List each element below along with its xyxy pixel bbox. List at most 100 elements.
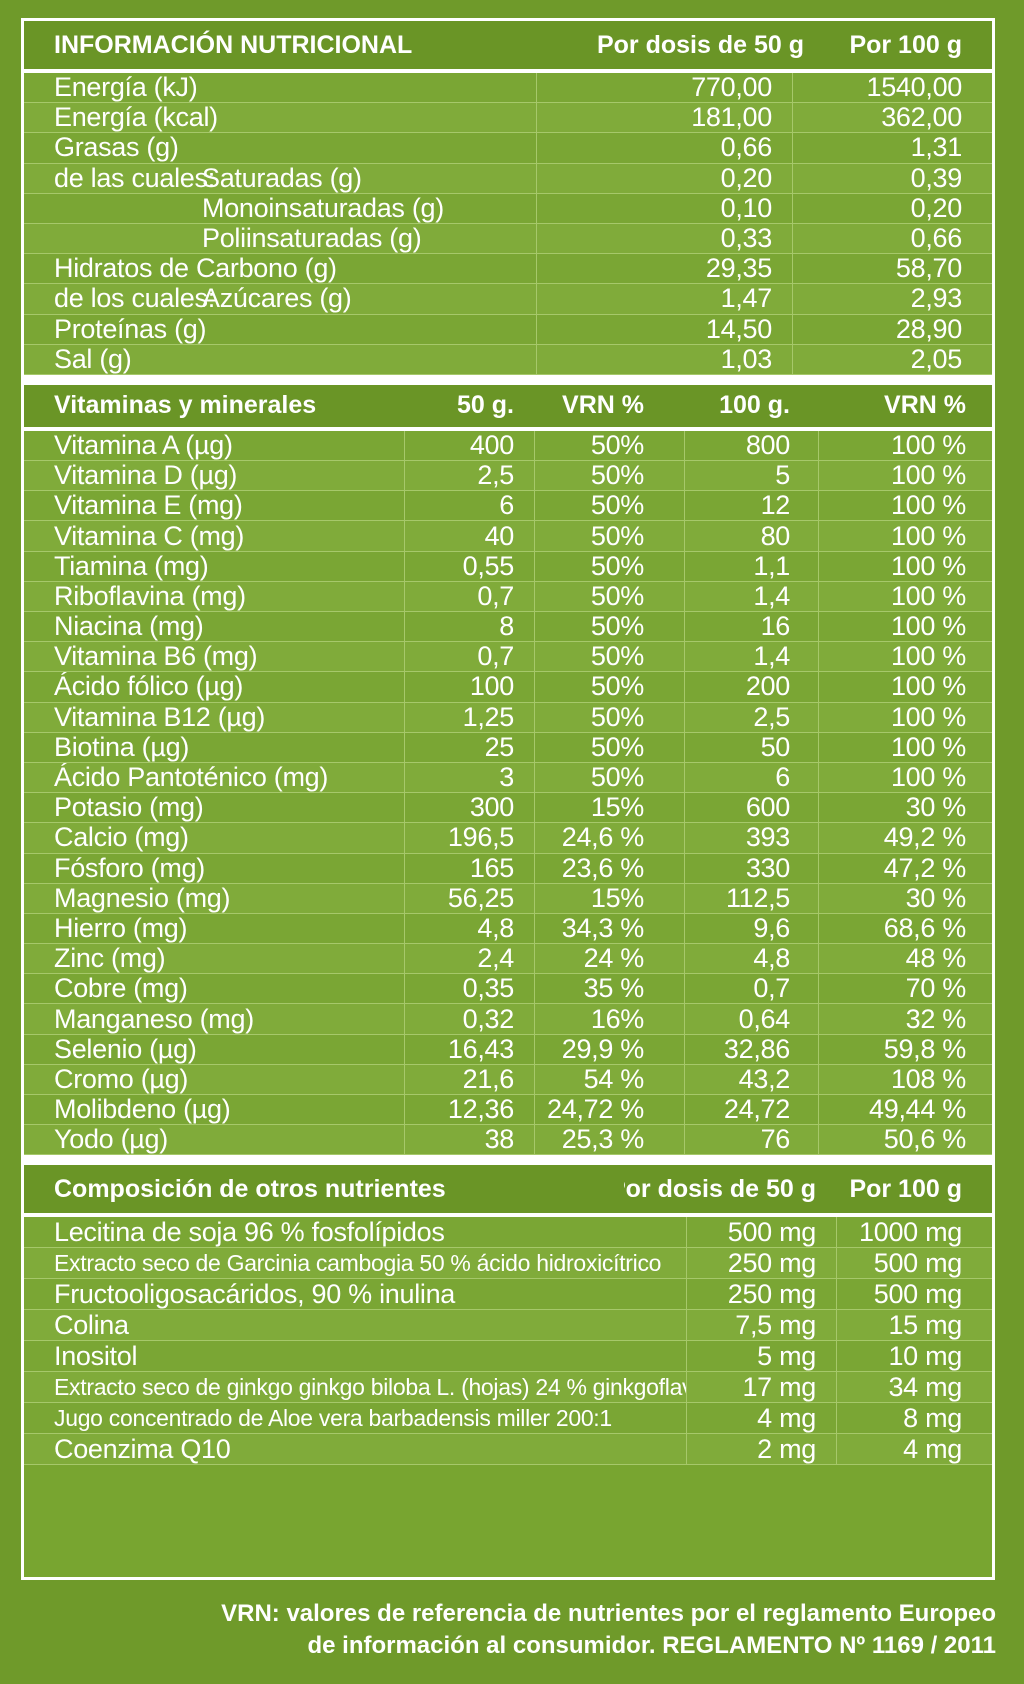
vitamin-value-100g: 0,64 [684, 1004, 818, 1034]
other-nutrient-row: Extracto seco de ginkgo ginkgo biloba L.… [24, 1372, 992, 1404]
nutrient-name: Proteínas (g) [54, 314, 207, 344]
vitamin-label: Niacina (mg) [54, 612, 204, 642]
vitamin-vrn-50g: 15% [534, 883, 684, 913]
vitamin-vrn-100g: 100 % [818, 551, 992, 581]
vitamin-value-100g: 112,5 [684, 883, 818, 913]
nutrient-value-50g: 0,33 [536, 223, 792, 254]
vitamin-vrn-50g: 50% [534, 430, 684, 461]
nutrient-value-100g: 58,70 [792, 254, 992, 284]
vitamin-value-50g: 0,7 [404, 642, 534, 672]
vitamins-divider [24, 426, 992, 431]
vitamin-value-100g: 32,86 [684, 1034, 818, 1064]
vitamin-label: Vitamina C (mg) [54, 521, 245, 551]
vitamin-row: Fósforo (mg) 165 23,6 % 330 47,2 % [24, 853, 992, 884]
nutrient-label: Energía (kcal) [24, 103, 536, 132]
nutrient-name: de los cuales: [54, 284, 215, 314]
other-nutrient-value-50g: 4 mg [686, 1403, 836, 1434]
vitamin-vrn-100g: 49,44 % [818, 1095, 992, 1125]
vitamin-vrn-50g: 25,3 % [534, 1125, 684, 1155]
nutrient-value-50g: 1,47 [536, 284, 792, 314]
nutrient-label: de las cuales: Saturadas (g) [24, 164, 536, 193]
section-divider [24, 374, 992, 385]
nutrient-label: Hidratos de Carbono (g) [24, 254, 536, 283]
vitamin-vrn-50g: 54 % [534, 1064, 684, 1094]
vitamin-value-50g: 38 [404, 1125, 534, 1155]
nutrition-row: Energía (kJ) 770,00 1540,00 [24, 73, 992, 104]
vitamin-value-50g: 400 [404, 430, 534, 461]
other-nutrient-value-50g: 250 mg [686, 1248, 836, 1279]
vitamin-value-50g: 12,36 [404, 1095, 534, 1125]
other-nutrient-label: Jugo concentrado de Aloe vera barbadensi… [54, 1404, 612, 1431]
nutrient-value-50g: 29,35 [536, 254, 792, 284]
vitamin-value-50g: 2,5 [404, 461, 534, 491]
nutrient-value-50g: 14,50 [536, 314, 792, 344]
footer-line-2: de información al consumidor. REGLAMENTO… [307, 1632, 996, 1659]
vitamin-vrn-100g: 100 % [818, 732, 992, 762]
nutrition-row: Monoinsaturadas (g) 0,10 0,20 [24, 193, 992, 224]
vitamins-col-50g: 50 g. [457, 391, 514, 420]
vitamin-row: Vitamina D (µg) 2,5 50% 5 100 % [24, 461, 992, 492]
other-nutrient-row: Jugo concentrado de Aloe vera barbadensi… [24, 1403, 992, 1435]
vitamin-vrn-100g: 48 % [818, 944, 992, 974]
other-rows: Lecitina de soja 96 % fosfolípidos 500 mg… [24, 1217, 992, 1466]
other-nutrient-value-100g: 4 mg [836, 1434, 992, 1465]
nutrient-value-50g: 181,00 [536, 103, 792, 133]
other-nutrient-value-50g: 250 mg [686, 1279, 836, 1310]
vitamin-value-100g: 50 [684, 732, 818, 762]
vitamin-vrn-100g: 100 % [818, 521, 992, 551]
vitamin-label: Riboflavina (mg) [54, 581, 246, 611]
vitamins-col-vrn1: VRN % [562, 391, 644, 420]
nutrient-value-100g: 0,39 [792, 163, 992, 193]
nutrient-value-100g: 1,31 [792, 133, 992, 163]
vitamin-vrn-100g: 47,2 % [818, 853, 992, 883]
vitamin-row: Biotina (µg) 25 50% 50 100 % [24, 732, 992, 763]
vitamin-value-50g: 165 [404, 853, 534, 883]
vitamin-row: Hierro (mg) 4,8 34,3 % 9,6 68,6 % [24, 913, 992, 945]
other-nutrient-value-100g: 1000 mg [836, 1217, 992, 1248]
vitamin-row: Vitamina A (µg) 400 50% 800 100 % [24, 430, 992, 462]
nutrition-row: de las cuales: Saturadas (g) 0,20 0,39 [24, 163, 992, 194]
vitamin-value-100g: 1,1 [684, 551, 818, 581]
nutrient-value-50g: 1,03 [536, 344, 792, 374]
vitamin-label: Cobre (mg) [54, 974, 188, 1004]
nutrient-value-50g: 0,20 [536, 163, 792, 193]
others-divider [24, 1213, 992, 1218]
nutrient-name: Grasas (g) [54, 133, 179, 163]
vitamin-label: Yodo (µg) [54, 1125, 168, 1155]
vitamin-value-50g: 16,43 [404, 1034, 534, 1064]
vitamin-value-100g: 0,7 [684, 974, 818, 1004]
vitamin-label: Vitamina B12 (µg) [54, 702, 266, 732]
nutrient-label: Poliinsaturadas (g) [24, 224, 536, 253]
vitamin-vrn-100g: 100 % [818, 672, 992, 702]
vitamin-vrn-50g: 50% [534, 581, 684, 611]
vitamin-label: Molibdeno (µg) [54, 1095, 231, 1125]
vitamin-label: Potasio (mg) [54, 793, 204, 823]
other-nutrient-value-50g: 5 mg [686, 1341, 836, 1372]
others-col-50g: Por dosis de 50 g [624, 1174, 816, 1203]
nutrient-label: Sal (g) [24, 345, 536, 374]
vitamin-row: Yodo (µg) 38 25,3 % 76 50,6 % [24, 1125, 992, 1156]
vitamin-label: Ácido Pantoténico (mg) [54, 762, 329, 793]
vitamin-label: Magnesio (mg) [54, 883, 231, 913]
nutrition-header: INFORMACIÓN NUTRICIONAL Por dosis de 50 … [24, 21, 992, 69]
vitamins-col-100g: 100 g. [719, 391, 790, 420]
vitamin-vrn-100g: 100 % [818, 491, 992, 521]
nutrient-name: Hidratos de Carbono (g) [54, 254, 337, 284]
vitamin-label: Vitamina D (µg) [54, 461, 238, 491]
nutrient-value-100g: 2,93 [792, 284, 992, 314]
vitamin-value-100g: 80 [684, 521, 818, 551]
vitamins-header: Vitaminas y minerales 50 g. VRN % 100 g.… [24, 384, 992, 427]
nutrient-value-100g: 362,00 [792, 103, 992, 133]
vitamin-value-100g: 600 [684, 793, 818, 823]
other-nutrient-row: Fructooligosacáridos, 90 % inulina 250 mg… [24, 1279, 992, 1311]
vitamin-value-50g: 300 [404, 793, 534, 823]
nutrition-row: Hidratos de Carbono (g) 29,35 58,70 [24, 254, 992, 285]
vitamin-vrn-100g: 100 % [818, 762, 992, 793]
vitamin-label: Tiamina (mg) [54, 551, 209, 581]
nutrient-label: de los cuales: Azúcares (g) [24, 284, 536, 313]
other-nutrient-value-100g: 15 mg [836, 1310, 992, 1341]
vitamin-vrn-100g: 70 % [818, 974, 992, 1004]
vitamin-value-50g: 100 [404, 672, 534, 702]
vitamin-value-50g: 1,25 [404, 702, 534, 732]
vitamin-value-50g: 0,35 [404, 974, 534, 1004]
